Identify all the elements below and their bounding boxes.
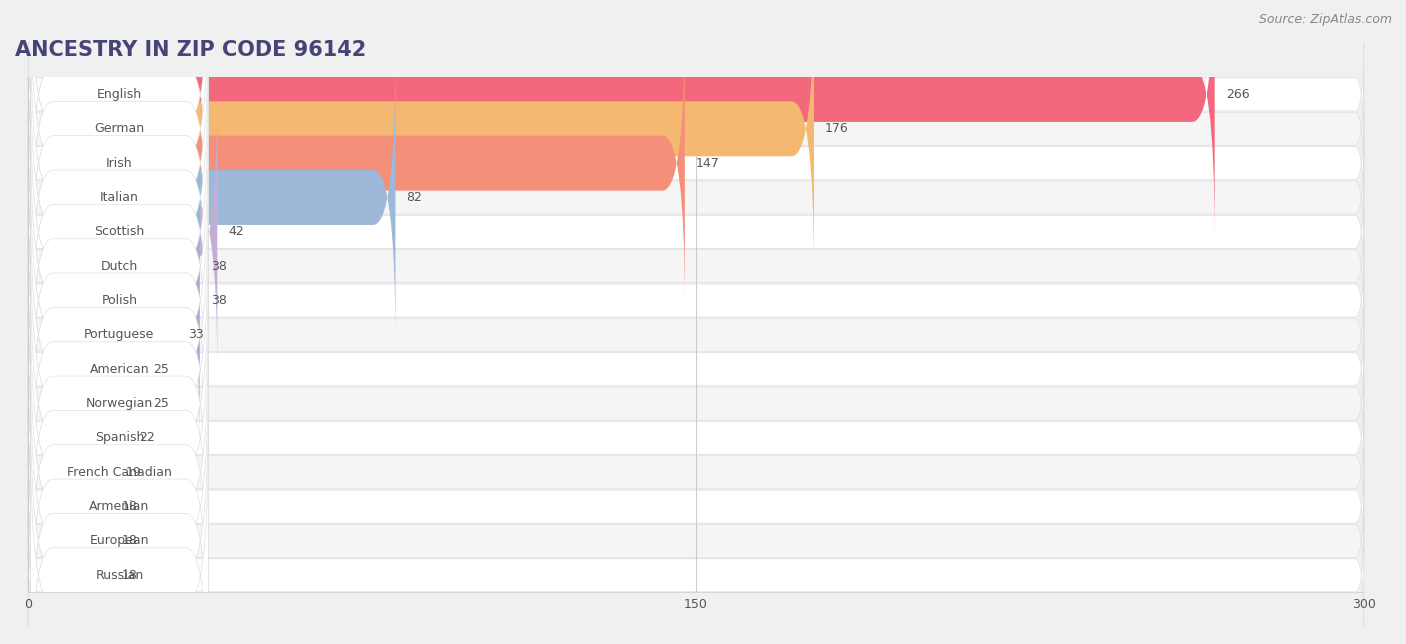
Text: Irish: Irish	[105, 156, 132, 169]
Text: American: American	[90, 363, 149, 375]
FancyBboxPatch shape	[31, 431, 208, 644]
FancyBboxPatch shape	[28, 214, 1364, 318]
FancyBboxPatch shape	[31, 225, 208, 513]
Text: 147: 147	[696, 156, 720, 169]
FancyBboxPatch shape	[31, 19, 685, 307]
Text: Portuguese: Portuguese	[84, 328, 155, 341]
FancyBboxPatch shape	[28, 146, 1364, 250]
FancyBboxPatch shape	[31, 328, 115, 616]
FancyBboxPatch shape	[28, 180, 1364, 284]
FancyBboxPatch shape	[28, 77, 1364, 181]
FancyBboxPatch shape	[31, 0, 1215, 239]
FancyBboxPatch shape	[31, 156, 208, 445]
FancyBboxPatch shape	[28, 111, 1364, 215]
Text: 266: 266	[1226, 88, 1250, 101]
FancyBboxPatch shape	[31, 294, 128, 582]
Text: ANCESTRY IN ZIP CODE 96142: ANCESTRY IN ZIP CODE 96142	[14, 41, 366, 61]
Text: 19: 19	[127, 466, 142, 478]
FancyBboxPatch shape	[31, 191, 177, 479]
FancyBboxPatch shape	[31, 122, 200, 410]
Text: Source: ZipAtlas.com: Source: ZipAtlas.com	[1258, 13, 1392, 26]
FancyBboxPatch shape	[31, 363, 111, 644]
Text: 18: 18	[122, 569, 138, 582]
Text: English: English	[97, 88, 142, 101]
Text: 42: 42	[229, 225, 245, 238]
FancyBboxPatch shape	[28, 523, 1364, 627]
FancyBboxPatch shape	[31, 260, 142, 548]
FancyBboxPatch shape	[31, 156, 200, 445]
Text: Italian: Italian	[100, 191, 139, 204]
Text: Scottish: Scottish	[94, 225, 145, 238]
Text: 82: 82	[406, 191, 422, 204]
FancyBboxPatch shape	[31, 397, 111, 644]
FancyBboxPatch shape	[31, 122, 208, 410]
FancyBboxPatch shape	[31, 0, 814, 273]
Text: German: German	[94, 122, 145, 135]
Text: French Canadian: French Canadian	[67, 466, 172, 478]
Text: 25: 25	[153, 363, 169, 375]
Text: Armenian: Armenian	[89, 500, 149, 513]
FancyBboxPatch shape	[31, 431, 111, 644]
FancyBboxPatch shape	[31, 260, 208, 548]
FancyBboxPatch shape	[31, 397, 208, 644]
FancyBboxPatch shape	[28, 386, 1364, 490]
FancyBboxPatch shape	[28, 317, 1364, 421]
Text: Dutch: Dutch	[101, 260, 138, 272]
Text: Norwegian: Norwegian	[86, 397, 153, 410]
Text: 18: 18	[122, 500, 138, 513]
FancyBboxPatch shape	[28, 249, 1364, 353]
Text: European: European	[90, 535, 149, 547]
FancyBboxPatch shape	[31, 53, 395, 342]
FancyBboxPatch shape	[31, 225, 142, 513]
FancyBboxPatch shape	[28, 352, 1364, 456]
Text: Russian: Russian	[96, 569, 143, 582]
Text: 18: 18	[122, 535, 138, 547]
FancyBboxPatch shape	[31, 191, 208, 479]
FancyBboxPatch shape	[31, 0, 208, 239]
Text: 176: 176	[825, 122, 849, 135]
Text: 25: 25	[153, 397, 169, 410]
Text: 38: 38	[211, 294, 226, 307]
FancyBboxPatch shape	[31, 88, 208, 376]
FancyBboxPatch shape	[31, 363, 208, 644]
FancyBboxPatch shape	[28, 43, 1364, 147]
FancyBboxPatch shape	[31, 19, 208, 307]
Text: 22: 22	[139, 431, 155, 444]
FancyBboxPatch shape	[28, 455, 1364, 559]
Text: Polish: Polish	[101, 294, 138, 307]
FancyBboxPatch shape	[31, 88, 218, 376]
FancyBboxPatch shape	[28, 489, 1364, 593]
FancyBboxPatch shape	[28, 283, 1364, 387]
FancyBboxPatch shape	[31, 0, 208, 273]
Text: Spanish: Spanish	[94, 431, 143, 444]
FancyBboxPatch shape	[28, 420, 1364, 524]
Text: 38: 38	[211, 260, 226, 272]
FancyBboxPatch shape	[31, 53, 208, 342]
FancyBboxPatch shape	[31, 328, 208, 616]
FancyBboxPatch shape	[31, 294, 208, 582]
Text: 33: 33	[188, 328, 204, 341]
